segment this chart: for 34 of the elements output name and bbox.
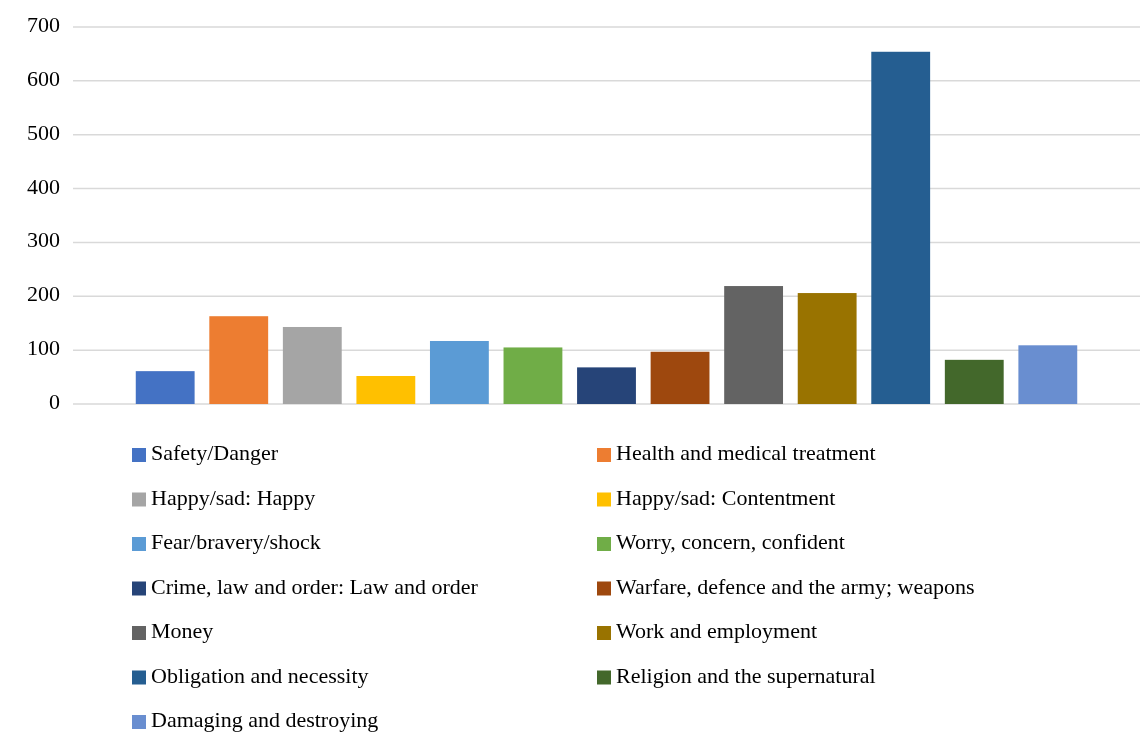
y-tick-label: 0 xyxy=(49,389,60,415)
legend-label: Happy/sad: Contentment xyxy=(616,484,836,510)
legend-label: Health and medical treatment xyxy=(616,440,876,466)
bar xyxy=(577,367,636,404)
legend-label: Crime, law and order: Law and order xyxy=(151,573,479,599)
bar xyxy=(503,347,563,404)
bar xyxy=(871,51,931,404)
legend-label: Religion and the supernatural xyxy=(616,662,876,688)
bar xyxy=(135,371,195,404)
bar xyxy=(282,326,342,404)
legend-label: Worry, concern, confident xyxy=(616,529,845,555)
y-tick-label: 100 xyxy=(27,335,60,361)
legend-label: Happy/sad: Happy xyxy=(151,484,316,510)
y-tick-label: 300 xyxy=(27,227,60,253)
bar xyxy=(429,340,489,404)
bar xyxy=(650,351,710,404)
legend-label: Obligation and necessity xyxy=(151,662,369,688)
y-tick-label: 700 xyxy=(27,12,60,38)
bar xyxy=(209,316,269,404)
y-tick-label: 200 xyxy=(27,281,60,307)
legend-label: Warfare, defence and the army; weapons xyxy=(616,573,975,599)
legend-label: Fear/bravery/shock xyxy=(151,529,321,555)
legend-label: Work and employment xyxy=(616,618,818,644)
y-tick-label: 400 xyxy=(27,173,60,199)
legend-label: Safety/Danger xyxy=(151,440,279,466)
bar xyxy=(724,286,784,404)
y-tick-label: 600 xyxy=(27,65,60,91)
bar xyxy=(797,293,857,404)
y-tick-label: 500 xyxy=(27,119,60,145)
legend-label: Damaging and destroying xyxy=(151,707,379,733)
bar xyxy=(944,359,1004,404)
bar xyxy=(1018,345,1078,404)
bar xyxy=(356,375,416,404)
legend-label: Money xyxy=(151,618,214,644)
